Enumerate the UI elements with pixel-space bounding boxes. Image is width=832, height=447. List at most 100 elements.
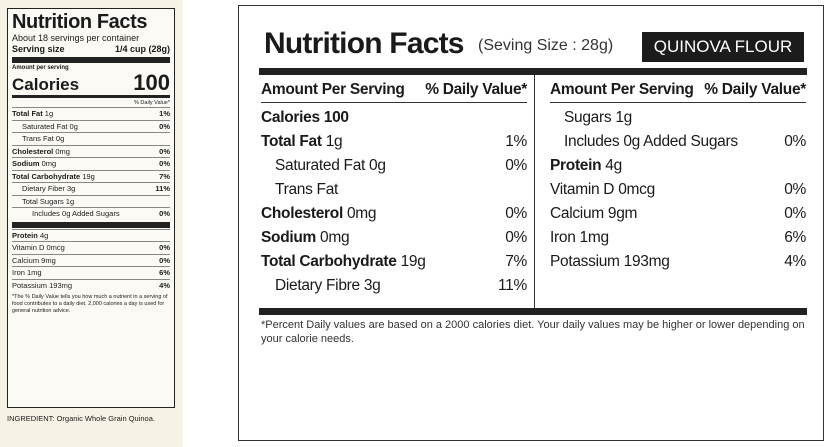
reference-nutrient-row: Total Sugars 1g bbox=[12, 194, 170, 208]
reference-nutrient-name: Iron 1mg bbox=[12, 268, 42, 277]
nutrient-label: Cholesterol 0mg bbox=[261, 202, 377, 226]
reference-calories-label: Calories bbox=[12, 75, 80, 94]
reference-nutrient-row: Vitamin D 0mcg 0% bbox=[12, 241, 170, 254]
reference-serving-size-label: Serving size bbox=[12, 44, 65, 54]
reference-title: Nutrition Facts bbox=[12, 11, 148, 33]
reference-nutrient-name: Includes 0g Added Sugars bbox=[32, 209, 120, 218]
reference-calories-row: Calories 100 bbox=[12, 72, 170, 94]
reference-nutrient-row: Saturated Fat 0g 0% bbox=[12, 119, 170, 133]
left-header-amount: Amount Per Serving bbox=[261, 81, 405, 98]
reference-nutrition-label: Nutrition Facts About 18 servings per co… bbox=[0, 0, 183, 447]
nutrient-name: Dietary Fibre 3g bbox=[275, 277, 381, 294]
nutrient-name: Potassium 193mg bbox=[550, 253, 670, 270]
nutrient-dv: 0% bbox=[505, 157, 527, 174]
nutrient-row: Sugars 1g bbox=[550, 106, 806, 130]
reference-nutrient-name: Potassium 193mg bbox=[12, 280, 73, 290]
reference-dv-header: % Daily Value* bbox=[134, 100, 170, 106]
nutrient-dv: 4% bbox=[784, 253, 806, 270]
product-name-badge: QUINOVA FLOUR bbox=[642, 32, 804, 62]
main-nutrition-label: Nutrition Facts (Seving Size : 28g) QUIN… bbox=[238, 5, 824, 441]
nutrient-label: Sodium 0mg bbox=[261, 226, 350, 250]
reference-nutrient-name: Sodium bbox=[12, 159, 40, 168]
nutrient-label: Vitamin D 0mcg bbox=[550, 178, 655, 202]
nutrient-name: Iron 1mg bbox=[550, 229, 609, 246]
nutrient-name: 1g bbox=[321, 133, 343, 150]
nutrient-name: 0mg bbox=[316, 229, 350, 246]
nutrient-label: Total Fat 1g bbox=[261, 130, 343, 154]
reference-nutrient-dv: 4% bbox=[159, 280, 170, 290]
reference-nutrient-label: Cholesterol 0mg bbox=[12, 146, 70, 158]
reference-nutrient-dv: 11% bbox=[155, 184, 170, 193]
reference-nutrient-label: Total Fat 1g bbox=[12, 108, 53, 120]
reference-nutrient-name: Total Carbohydrate bbox=[12, 171, 81, 181]
reference-label-frame: Nutrition Facts About 18 servings per co… bbox=[7, 8, 175, 408]
nutrient-row: Total Fat 1g 1% bbox=[261, 130, 527, 154]
reference-nutrient-row: Trans Fat 0g bbox=[12, 132, 170, 145]
nutrient-name-bold: Protein bbox=[550, 157, 602, 174]
reference-nutrient-rows: Total Fat 1g 1% Saturated Fat 0g 0% Trans Fa… bbox=[12, 107, 170, 291]
reference-nutrient-amount: 19g bbox=[82, 171, 95, 181]
nutrient-row: Cholesterol 0mg 0% bbox=[261, 202, 527, 226]
nutrient-name-bold: Total Fat bbox=[261, 133, 322, 150]
nutrient-row: Vitamin D 0mcg 0% bbox=[550, 178, 806, 202]
reference-nutrient-row: Protein 4g bbox=[12, 228, 170, 242]
nutrient-row: Saturated Fat 0g 0% bbox=[261, 154, 527, 178]
reference-serving-size: Serving size 1/4 cup (28g) bbox=[12, 44, 170, 55]
reference-nutrient-label: Calcium 9mg bbox=[12, 255, 56, 267]
nutrient-dv: 11% bbox=[498, 277, 527, 294]
nutrient-name-bold: Sodium bbox=[261, 229, 317, 246]
left-header-dv: % Daily Value* bbox=[425, 81, 527, 98]
nutrient-dv: 6% bbox=[784, 229, 806, 246]
nutrient-name: Trans Fat bbox=[275, 181, 339, 198]
reference-nutrient-name: Total Sugars 1g bbox=[22, 196, 75, 206]
reference-nutrient-dv: 0% bbox=[159, 121, 170, 131]
reference-thick-rule bbox=[12, 221, 170, 228]
reference-nutrient-label: Includes 0g Added Sugars bbox=[12, 208, 120, 220]
reference-nutrient-label: Iron 1mg bbox=[12, 267, 42, 279]
main-bottom-rule bbox=[259, 308, 807, 315]
main-left-column: Amount Per Serving % Daily Value* Calori… bbox=[261, 75, 527, 298]
nutrient-name-bold: Total Carbohydrate bbox=[261, 253, 397, 270]
reference-nutrient-label: Trans Fat 0g bbox=[12, 133, 64, 145]
reference-nutrient-row: Dietary Fiber 3g 11% bbox=[12, 182, 170, 195]
reference-calories-value: 100 bbox=[133, 70, 170, 95]
reference-nutrient-dv: 7% bbox=[159, 171, 170, 181]
nutrient-label: Potassium 193mg bbox=[550, 250, 670, 274]
reference-nutrient-dv: 0% bbox=[159, 159, 170, 168]
nutrient-name: Vitamin D 0mcg bbox=[550, 181, 655, 198]
reference-nutrient-row: Includes 0g Added Sugars 0% bbox=[12, 207, 170, 220]
nutrient-label: Dietary Fibre 3g bbox=[275, 274, 381, 298]
main-serving-size: (Seving Size : 28g) bbox=[478, 37, 614, 54]
reference-nutrient-row: Cholesterol 0mg 0% bbox=[12, 144, 170, 158]
nutrient-name: 19g bbox=[396, 253, 426, 270]
left-nutrient-rows: Calories 100 Total Fat 1g 1% Saturated Fat … bbox=[261, 106, 527, 298]
nutrient-name: Includes 0g Added Sugars bbox=[564, 133, 738, 150]
nutrient-name: Calcium 9gm bbox=[550, 205, 638, 222]
main-right-column: Amount Per Serving % Daily Value* Sugars… bbox=[550, 75, 806, 274]
nutrient-row: Potassium 193mg 4% bbox=[550, 250, 806, 274]
reference-nutrient-amount: 0mg bbox=[55, 146, 70, 156]
nutrient-row: Dietary Fibre 3g 11% bbox=[261, 274, 527, 298]
nutrient-dv: 7% bbox=[505, 253, 527, 270]
right-column-header: Amount Per Serving % Daily Value* bbox=[550, 75, 806, 103]
reference-serving-size-value: 1/4 cup (28g) bbox=[114, 44, 170, 54]
reference-nutrient-label: Vitamin D 0mcg bbox=[12, 242, 65, 254]
nutrient-row: Includes 0g Added Sugars 0% bbox=[550, 130, 806, 154]
main-footnote: *Percent Daily values are based on a 200… bbox=[261, 319, 805, 345]
right-nutrient-rows: Sugars 1g Includes 0g Added Sugars 0% Prote… bbox=[550, 106, 806, 274]
nutrient-dv: 0% bbox=[784, 181, 806, 198]
nutrient-row: Calories 100 bbox=[261, 106, 527, 130]
left-column-header: Amount Per Serving % Daily Value* bbox=[261, 75, 527, 103]
reference-servings-line: About 18 servings per container bbox=[12, 33, 140, 43]
reference-nutrient-name: Saturated Fat 0g bbox=[22, 121, 78, 131]
nutrient-label: Trans Fat bbox=[275, 178, 338, 202]
reference-footnote: *The % Daily Value tells you how much a … bbox=[12, 294, 168, 314]
reference-nutrient-row: Total Carbohydrate 19g 7% bbox=[12, 169, 170, 183]
nutrient-dv: 0% bbox=[784, 205, 806, 222]
reference-thick-rule bbox=[12, 57, 170, 63]
nutrient-name: 4g bbox=[601, 157, 622, 174]
reference-nutrient-dv: 1% bbox=[159, 109, 170, 118]
main-top-rule bbox=[259, 68, 807, 75]
nutrient-row: Total Carbohydrate 19g 7% bbox=[261, 250, 527, 274]
reference-nutrient-name: Calcium 9mg bbox=[12, 255, 56, 265]
